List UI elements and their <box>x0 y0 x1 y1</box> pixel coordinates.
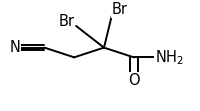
Text: O: O <box>128 73 140 88</box>
Text: Br: Br <box>58 14 74 29</box>
Text: NH$_2$: NH$_2$ <box>155 48 184 67</box>
Text: N: N <box>9 40 20 55</box>
Text: Br: Br <box>112 2 128 17</box>
